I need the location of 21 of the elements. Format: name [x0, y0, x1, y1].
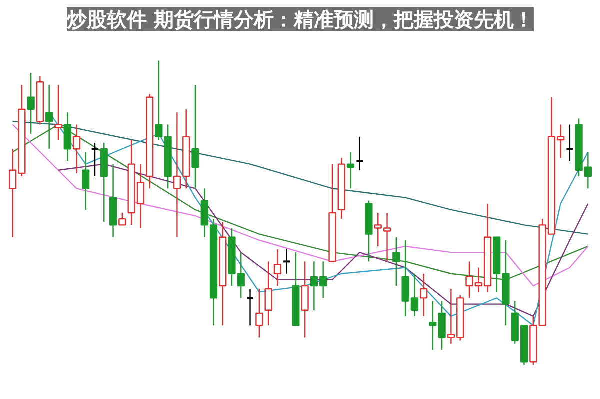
candlestick — [27, 72, 35, 134]
candlestick — [356, 136, 364, 171]
candlestick — [54, 84, 62, 141]
candlestick — [46, 84, 54, 150]
candlestick — [82, 152, 90, 211]
chart-title: 炒股软件 期货行情分析：精准预测，把握投资先机！ — [66, 8, 534, 32]
candlestick — [155, 60, 163, 141]
candlestick — [346, 152, 355, 190]
candlestick — [72, 124, 81, 174]
candlestick — [90, 142, 100, 178]
candlestick — [246, 288, 254, 326]
candlestick — [274, 248, 282, 287]
candlestick — [192, 84, 200, 190]
candlestick — [118, 212, 126, 226]
candlestick — [566, 124, 574, 162]
candlestick — [282, 248, 291, 274]
candlestick — [392, 236, 400, 287]
candlestick — [420, 273, 428, 318]
candlestick — [264, 261, 272, 326]
candlestick — [256, 288, 264, 338]
candlestick — [429, 300, 437, 351]
